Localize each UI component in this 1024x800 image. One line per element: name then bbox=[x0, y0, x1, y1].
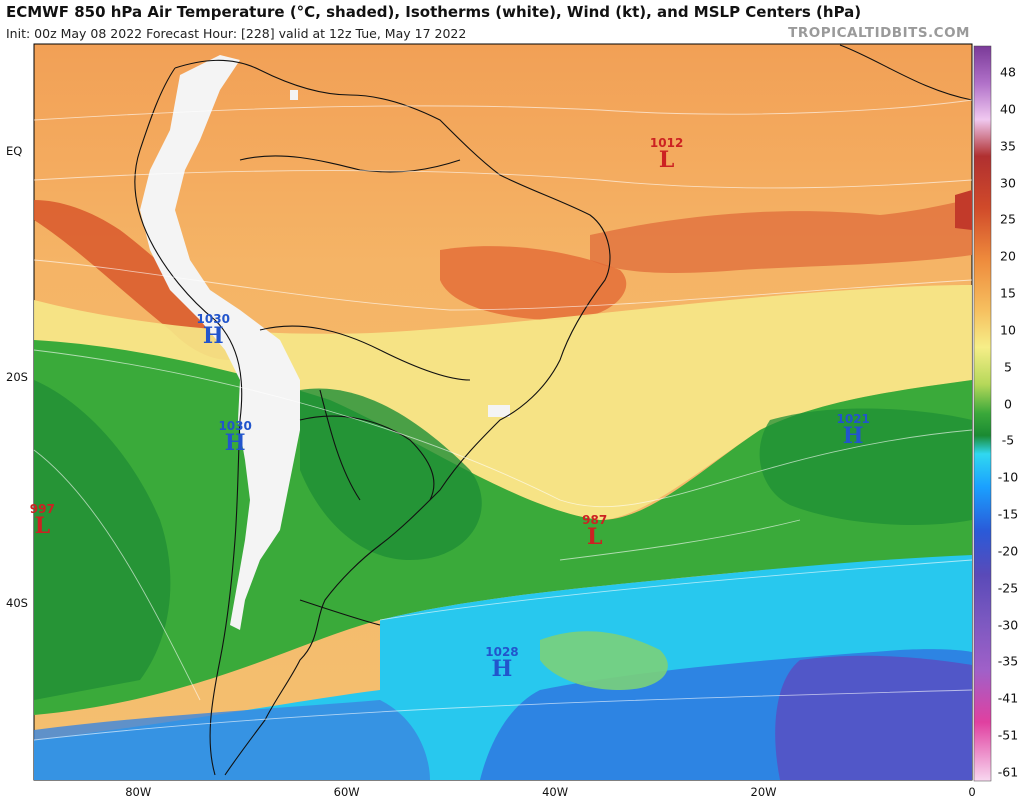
colorbar-tick-label: 35 bbox=[1000, 138, 1016, 154]
colorbar-tick-label: 5 bbox=[1004, 359, 1012, 375]
pressure-letter: H bbox=[224, 429, 246, 456]
pressure-letter: L bbox=[658, 146, 675, 173]
colorbar-tick-label: -30 bbox=[997, 617, 1019, 633]
pressure-value: 1030 bbox=[218, 418, 252, 433]
colorbar-tick-label: -41 bbox=[997, 690, 1019, 706]
violet-cold-core bbox=[775, 655, 972, 780]
high-pressure-center: 1030 H bbox=[197, 313, 230, 347]
pressure-value: 1012 bbox=[649, 135, 684, 150]
isotherms bbox=[33, 99, 973, 741]
lon-label-20w: 20W bbox=[750, 785, 777, 799]
pressure-letter: H bbox=[202, 323, 224, 350]
pressure-value: 1021 bbox=[836, 412, 870, 427]
high-pressure-center: 1028 H bbox=[485, 646, 518, 680]
pressure-letter: H bbox=[842, 423, 864, 450]
site-credit: TROPICALTIDBITS.COM bbox=[788, 25, 970, 41]
colorbar-tick-label: -5 bbox=[1001, 432, 1015, 448]
lon-label-0: 0 bbox=[968, 785, 976, 799]
pressure-value: 987 bbox=[582, 512, 608, 527]
colorbar-tick-label: 30 bbox=[1000, 175, 1016, 191]
colorbar-tick-label: -20 bbox=[997, 543, 1019, 559]
pressure-letter: H bbox=[491, 656, 513, 683]
low-pressure-center: 987 L bbox=[582, 514, 607, 548]
colorbar-tick-label: 48 bbox=[1000, 64, 1016, 80]
colorbar-labels: 48 40 35 30 25 20 15 10 5 0 -5 -10 -15 -20 -25 -30 -35 -4… bbox=[993, 44, 1024, 784]
colorbar-tick-label: 40 bbox=[1000, 101, 1016, 117]
colorbar-tick-label: 25 bbox=[1000, 211, 1016, 227]
colorbar-tick-label: 10 bbox=[1000, 322, 1016, 338]
warm-band-east bbox=[590, 200, 972, 273]
high-pressure-center: 1030 H bbox=[218, 420, 251, 454]
colorbar-tick-label: 20 bbox=[1000, 248, 1016, 264]
lat-label-40s: 40S bbox=[6, 596, 28, 611]
lat-label-eq: EQ bbox=[6, 143, 23, 158]
pressure-value: 1028 bbox=[485, 645, 519, 660]
pressure-value: 997 bbox=[29, 501, 55, 516]
high-pressure-center: 1021 H bbox=[836, 413, 869, 447]
lat-label-20s: 20S bbox=[6, 370, 28, 385]
colorbar bbox=[973, 45, 992, 782]
colorbar-tick-label: 0 bbox=[1004, 396, 1012, 412]
pressure-letter: L bbox=[586, 523, 603, 550]
forecast-info: Init: 00z May 08 2022 Forecast Hour: [22… bbox=[6, 26, 467, 41]
warm-core-west bbox=[34, 200, 230, 360]
colorbar-tick-label: -35 bbox=[997, 653, 1019, 669]
colorbar-tick-label: 15 bbox=[1000, 285, 1016, 301]
dark-green-core bbox=[300, 388, 482, 560]
colorbar-tick-label: -51 bbox=[997, 727, 1019, 743]
colorbar-tick-label: -15 bbox=[997, 506, 1019, 522]
colorbar-tick-label: -25 bbox=[997, 580, 1019, 596]
warm-core-brazil bbox=[440, 246, 627, 320]
coastlines bbox=[134, 44, 973, 776]
andes-mask bbox=[140, 55, 510, 630]
lon-label-40w: 40W bbox=[542, 785, 569, 799]
hot-spot-ne bbox=[955, 190, 972, 230]
dark-green-east bbox=[759, 408, 972, 525]
blue-sw-strip bbox=[34, 700, 430, 780]
low-pressure-center: 997 L bbox=[30, 503, 55, 537]
pressure-value: 1030 bbox=[196, 312, 230, 327]
green-patch-south bbox=[540, 631, 668, 690]
dark-green-west bbox=[34, 380, 171, 700]
lon-label-60w: 60W bbox=[333, 785, 360, 799]
low-pressure-center: 1012 L bbox=[650, 137, 683, 171]
colorbar-tick-label: -61 bbox=[997, 764, 1019, 780]
colorbar-tick-label: -10 bbox=[997, 469, 1019, 485]
map-title: ECMWF 850 hPa Air Temperature (°C, shade… bbox=[6, 3, 862, 21]
lon-label-80w: 80W bbox=[125, 785, 152, 799]
pressure-letter: L bbox=[34, 512, 51, 539]
